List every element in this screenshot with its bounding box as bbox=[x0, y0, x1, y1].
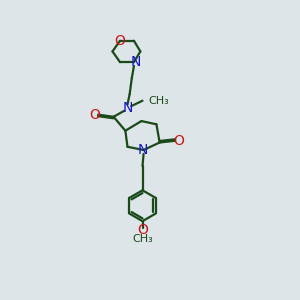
Text: N: N bbox=[130, 55, 141, 69]
Text: O: O bbox=[137, 223, 148, 237]
Text: O: O bbox=[115, 34, 125, 48]
Text: CH₃: CH₃ bbox=[148, 96, 169, 106]
Text: O: O bbox=[173, 134, 184, 148]
Text: N: N bbox=[137, 143, 148, 157]
Text: N: N bbox=[122, 101, 133, 115]
Text: CH₃: CH₃ bbox=[132, 234, 153, 244]
Text: O: O bbox=[89, 108, 100, 122]
